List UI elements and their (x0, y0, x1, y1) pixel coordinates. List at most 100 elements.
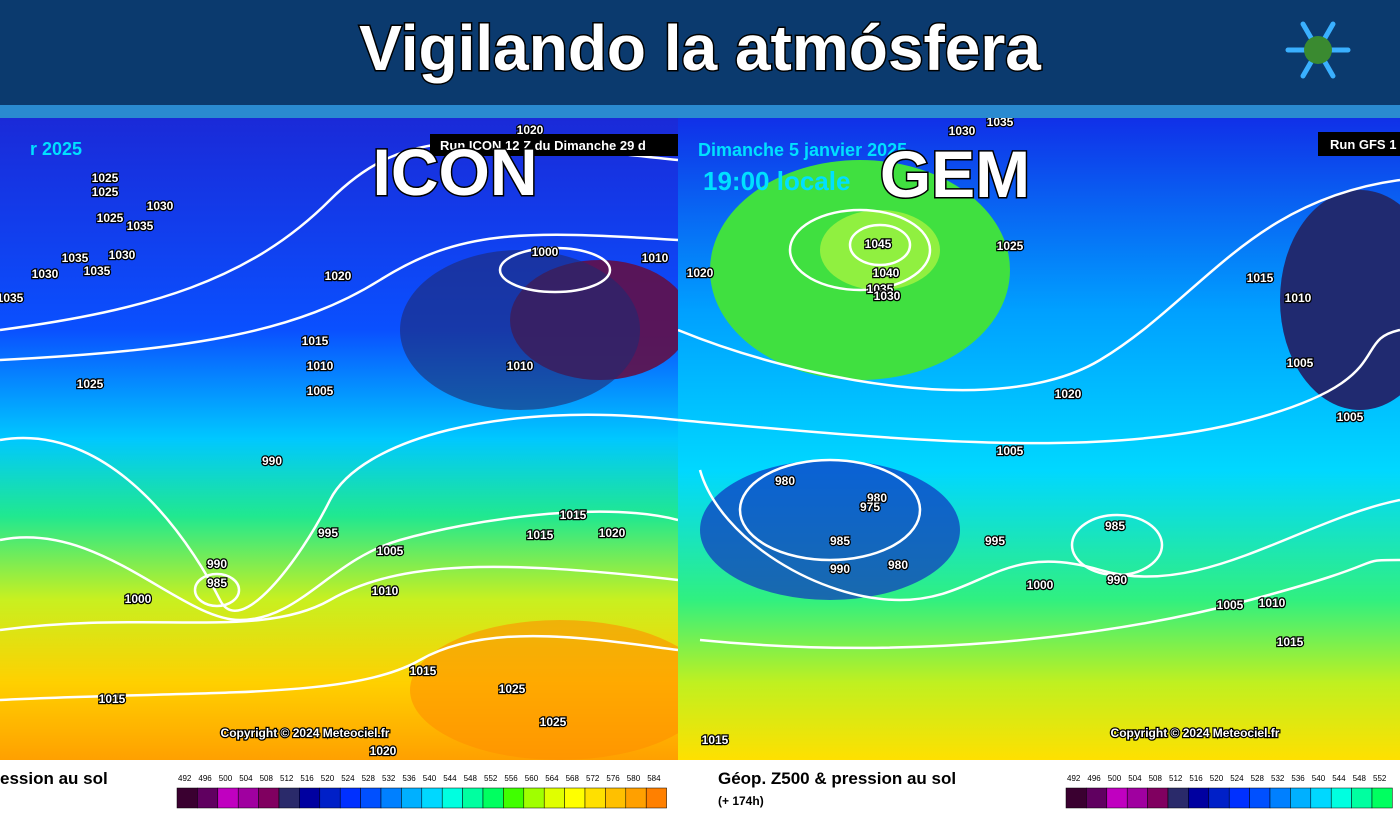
isobar-label: 990 (830, 562, 850, 576)
scale-label: 552 (1373, 774, 1387, 783)
scale-label: 584 (647, 774, 661, 783)
scale-swatch (523, 787, 545, 809)
scale-swatch (543, 787, 565, 809)
isobar-label: 1035 (62, 251, 89, 265)
scale-label: 496 (1087, 774, 1101, 783)
isobar-label: 1015 (99, 692, 126, 706)
isobar-label: 1035 (0, 291, 24, 305)
scale-label: 552 (484, 774, 498, 783)
isobar-label: 1025 (92, 185, 119, 199)
isobar-label: 990 (1107, 573, 1127, 587)
scale-swatch (278, 787, 300, 809)
date-line: r 2025 (30, 139, 82, 159)
header-bar (0, 0, 1400, 105)
isobar-label: 1010 (642, 251, 669, 265)
scale-label: 520 (321, 774, 335, 783)
scale-swatch (217, 787, 239, 809)
model-label: GEM (880, 137, 1030, 211)
scale-swatch (1147, 787, 1169, 809)
scale-label: 544 (1332, 774, 1346, 783)
scale-swatch (197, 787, 219, 809)
page-title: Vigilando la atmósfera (359, 12, 1041, 84)
run-label: Run ICON 12 Z du Dimanche 29 d (440, 138, 646, 153)
isobar-label: 1010 (307, 359, 334, 373)
scale-swatch (1065, 787, 1087, 809)
scale-label: 568 (566, 774, 580, 783)
isobar-label: 995 (318, 526, 338, 540)
isobar-label: 1005 (1287, 356, 1314, 370)
scale-label: 540 (1312, 774, 1326, 783)
icon-map: r 2025 Run ICON 12 Z du Dimanche 29 d IC… (0, 118, 678, 760)
isobar-label: 1000 (125, 592, 152, 606)
scale-label: 524 (341, 774, 355, 783)
scale-swatch (1330, 787, 1352, 809)
scale-label: 576 (606, 774, 620, 783)
scale-label: 516 (1189, 774, 1203, 783)
copyright: Copyright © 2024 Meteociel.fr (1111, 726, 1280, 740)
isobar-label: 985 (1105, 519, 1125, 533)
isobar-label: 1025 (499, 682, 526, 696)
isobar-label: 1010 (1259, 596, 1286, 610)
scale-label: 508 (1149, 774, 1163, 783)
scale-swatch (645, 787, 667, 809)
isobar-label: 1000 (532, 245, 559, 259)
scale-label: 504 (239, 774, 253, 783)
scale-swatch (319, 787, 341, 809)
scale-label: 536 (1291, 774, 1305, 783)
isobar-label: 1020 (1055, 387, 1082, 401)
scale-swatch (1371, 787, 1393, 809)
scale-label: 524 (1230, 774, 1244, 783)
scale-swatch (584, 787, 606, 809)
model-label: ICON (373, 135, 538, 209)
isobar-label: 1030 (32, 267, 59, 281)
scale-swatch (564, 787, 586, 809)
isobar-label: 1015 (560, 508, 587, 522)
scale-label: 528 (362, 774, 376, 783)
scale-swatch (176, 787, 198, 809)
isobar-label: 1025 (92, 171, 119, 185)
scale-label: 532 (1271, 774, 1285, 783)
date-line: 19:00 locale (703, 166, 850, 196)
isobar-label: 985 (207, 576, 227, 590)
isobar-label: 1025 (77, 377, 104, 391)
isobar-label: 1030 (147, 199, 174, 213)
scale-swatch (1167, 787, 1189, 809)
isobar-label: 1035 (987, 115, 1014, 129)
scale-label: 580 (627, 774, 641, 783)
scale-label: 492 (1067, 774, 1081, 783)
isobar-label: 990 (262, 454, 282, 468)
scale-swatch (360, 787, 382, 809)
isobar-label: 1005 (377, 544, 404, 558)
scale-swatch (625, 787, 647, 809)
scale-swatch (605, 787, 627, 809)
scale-swatch (1269, 787, 1291, 809)
scale-swatch (380, 787, 402, 809)
isobar-label: 1035 (84, 264, 111, 278)
scale-swatch (1208, 787, 1230, 809)
scale-swatch (401, 787, 423, 809)
scale-label: 536 (402, 774, 416, 783)
isobar-label: 1020 (599, 526, 626, 540)
scale-swatch (1290, 787, 1312, 809)
scale-label: 548 (464, 774, 478, 783)
scale-swatch (1351, 787, 1373, 809)
scale-label: 512 (280, 774, 294, 783)
scale-label: 572 (586, 774, 600, 783)
isobar-label: 990 (207, 557, 227, 571)
isobar-label: 1030 (949, 124, 976, 138)
isobar-label: 995 (985, 534, 1005, 548)
scale-swatch (1249, 787, 1271, 809)
scale-swatch (1188, 787, 1210, 809)
caption: Géop. Z500 & pression au sol (718, 769, 956, 788)
scale-label: 564 (545, 774, 559, 783)
caption: ession au sol (0, 769, 108, 788)
scale-label: 540 (423, 774, 437, 783)
logo (1285, 21, 1351, 79)
scale-swatch (482, 787, 504, 809)
scale-label: 508 (260, 774, 274, 783)
isobar-label: 1045 (865, 237, 892, 251)
isobar-label: 1025 (540, 715, 567, 729)
scale-swatch (339, 787, 361, 809)
isobar-label: 1035 (127, 219, 154, 233)
